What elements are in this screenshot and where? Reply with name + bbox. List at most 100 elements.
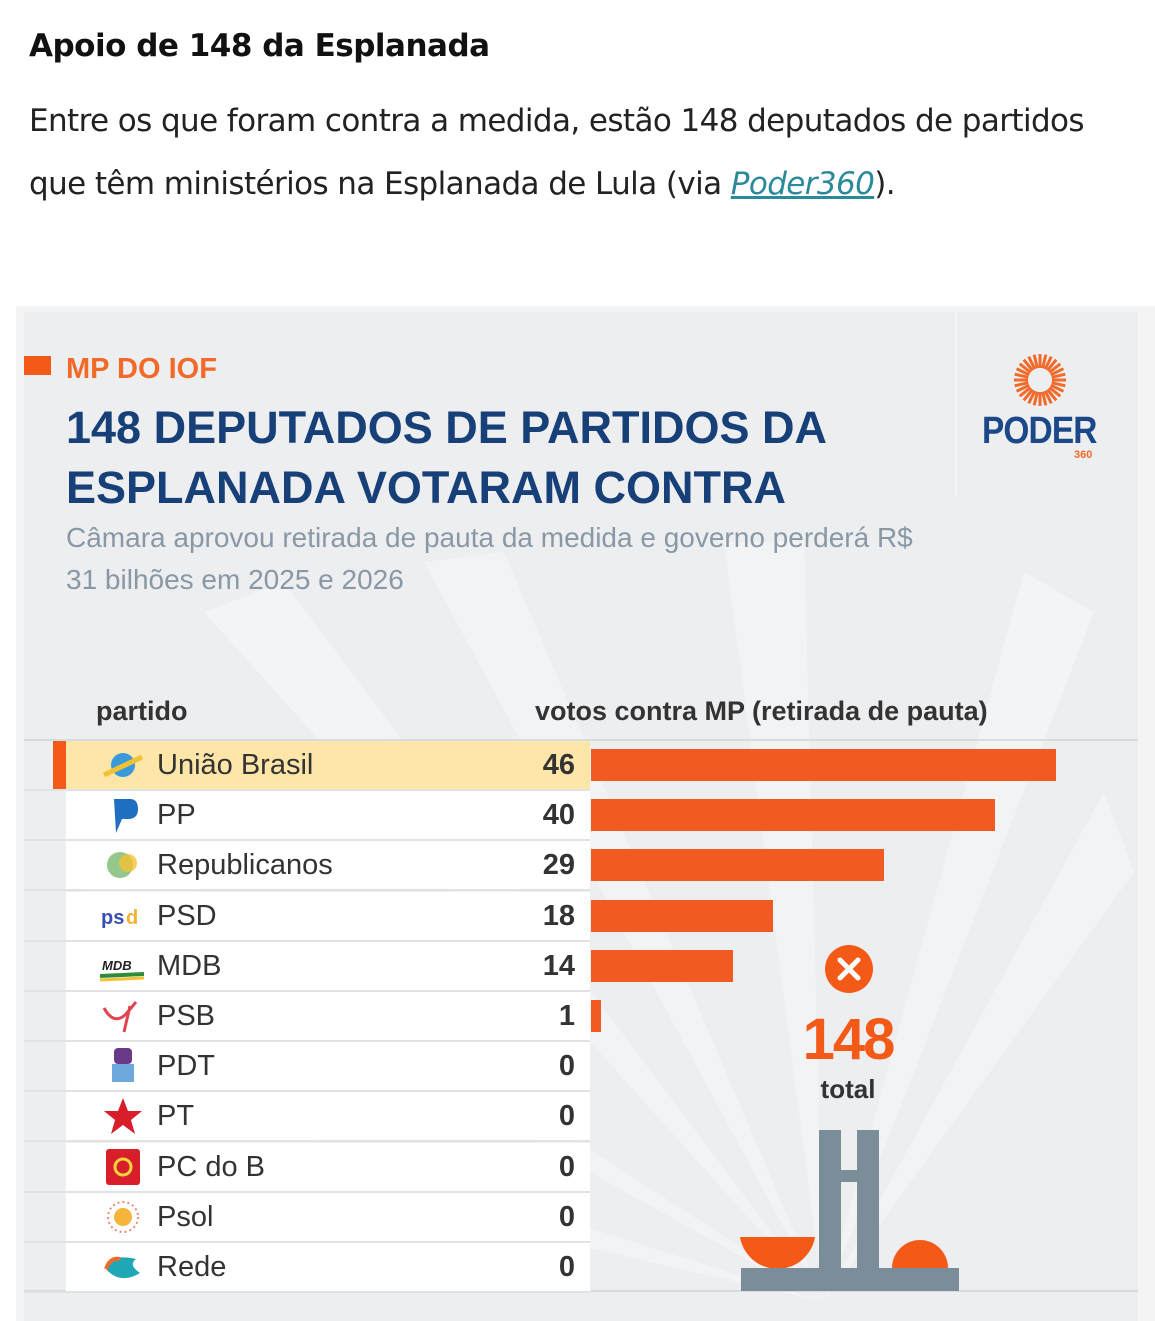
vote-value: 40 <box>542 799 575 832</box>
sun-ray <box>1046 358 1058 372</box>
sun-ray <box>1018 362 1032 374</box>
psb-logo-icon <box>102 1001 138 1033</box>
congress-building-icon <box>740 1130 959 1291</box>
sun-ray <box>1022 388 1034 402</box>
psd-logo-icon: ps d <box>101 907 138 929</box>
row-divider <box>24 839 590 842</box>
pcdob-hammer-sickle-icon <box>106 1148 140 1185</box>
table-row <box>66 741 590 789</box>
party-name: PP <box>157 799 196 832</box>
table-row <box>66 1042 590 1091</box>
vote-value: 0 <box>558 1050 575 1083</box>
rede-logo-icon <box>104 1256 140 1279</box>
vote-value: 14 <box>542 949 575 982</box>
bar <box>591 849 885 882</box>
pdt-logo-icon <box>112 1048 134 1083</box>
party-name: PSD <box>157 899 217 932</box>
party-name: PT <box>157 1100 195 1133</box>
column-header-party: partido <box>96 696 188 726</box>
bar <box>591 949 733 982</box>
row-divider <box>24 1190 590 1193</box>
svg-text:MDB: MDB <box>102 958 132 973</box>
sun-ray <box>1041 354 1048 369</box>
party-name: MDB <box>157 949 222 982</box>
highlight-marker <box>53 741 66 789</box>
row-divider <box>24 1090 590 1093</box>
article-heading: Apoio de 148 da Esplanada <box>29 28 490 64</box>
x-circle-icon <box>825 945 873 993</box>
table-row <box>66 891 590 940</box>
party-name: União Brasil <box>157 749 314 781</box>
row-divider <box>24 939 590 942</box>
mdb-logo-icon: MDB <box>100 958 145 982</box>
sun-burst-icon <box>1014 354 1066 406</box>
table-row <box>66 1243 590 1291</box>
paragraph-text-end: ). <box>874 166 896 202</box>
party-name: Republicanos <box>157 849 333 882</box>
graphic-title: 148 DEPUTADOS DE PARTIDOS DA ESPLANADA V… <box>66 402 826 513</box>
poder360-link[interactable]: Poder360 <box>730 166 875 202</box>
sun-ray <box>1032 391 1039 406</box>
table-row <box>66 791 590 840</box>
total-label: total <box>820 1074 876 1104</box>
sun-ray <box>1014 381 1029 388</box>
row-divider <box>24 889 590 892</box>
total-value: 148 <box>802 1007 896 1072</box>
graphic-subtitle: Câmara aprovou retirada de pauta da medi… <box>66 522 913 595</box>
vote-value: 18 <box>542 899 575 932</box>
pt-star-icon <box>104 1098 142 1135</box>
sun-ray <box>1048 386 1062 398</box>
row-divider <box>24 1040 590 1042</box>
vote-value: 0 <box>558 1200 575 1233</box>
table-row <box>66 1142 590 1191</box>
row-divider <box>24 789 590 791</box>
republicanos-logo-icon <box>107 852 137 879</box>
bar <box>591 1000 601 1032</box>
table-row <box>66 992 590 1040</box>
psol-sun-icon <box>107 1200 139 1233</box>
row-divider <box>24 989 590 992</box>
bar <box>591 799 996 832</box>
vote-value: 46 <box>542 749 575 781</box>
row-divider <box>24 1140 590 1143</box>
row-divider <box>24 1291 590 1293</box>
uniao-brasil-logo-icon <box>102 753 144 778</box>
party-name: Rede <box>157 1251 227 1283</box>
sun-ray <box>1027 390 1037 405</box>
sun-ray <box>1043 355 1053 370</box>
sun-ray <box>1022 358 1034 372</box>
table-row <box>66 941 590 990</box>
sun-ray <box>1015 367 1030 377</box>
party-name: PSB <box>157 1000 216 1032</box>
paragraph-text: Entre os que foram contra a medida, estã… <box>29 103 1085 202</box>
party-name: Psol <box>157 1200 214 1233</box>
sun-ray <box>1051 381 1066 388</box>
poder-logo-word: PODER <box>982 410 1097 452</box>
svg-text:d: d <box>126 907 138 929</box>
article-paragraph: Entre os que foram contra a medida, estã… <box>29 90 1139 216</box>
sun-ray <box>1046 388 1058 402</box>
vote-value: 0 <box>558 1150 575 1183</box>
sun-ray <box>1014 372 1029 379</box>
vote-value: 0 <box>558 1100 575 1133</box>
table-row <box>66 1092 590 1141</box>
sun-ray <box>1051 372 1066 379</box>
vote-value: 29 <box>542 849 575 882</box>
sun-ray <box>1050 367 1065 377</box>
sun-ray <box>1032 354 1039 369</box>
header-rule <box>24 739 1138 741</box>
sun-ray <box>1048 362 1062 374</box>
party-name: PC do B <box>157 1150 265 1183</box>
sun-ray <box>1041 391 1048 406</box>
party-name: PDT <box>157 1050 215 1083</box>
graphic-kicker: MP DO IOF <box>66 353 217 385</box>
svg-text:ps: ps <box>101 907 124 929</box>
bar <box>591 749 1056 781</box>
poder-logo-sub: 360 <box>1074 449 1093 461</box>
table-row <box>66 841 590 890</box>
table-row <box>66 1192 590 1241</box>
bar <box>591 899 773 932</box>
sun-ray <box>1027 355 1037 370</box>
sun-ray <box>1015 383 1030 393</box>
sun-ray <box>1043 390 1053 405</box>
